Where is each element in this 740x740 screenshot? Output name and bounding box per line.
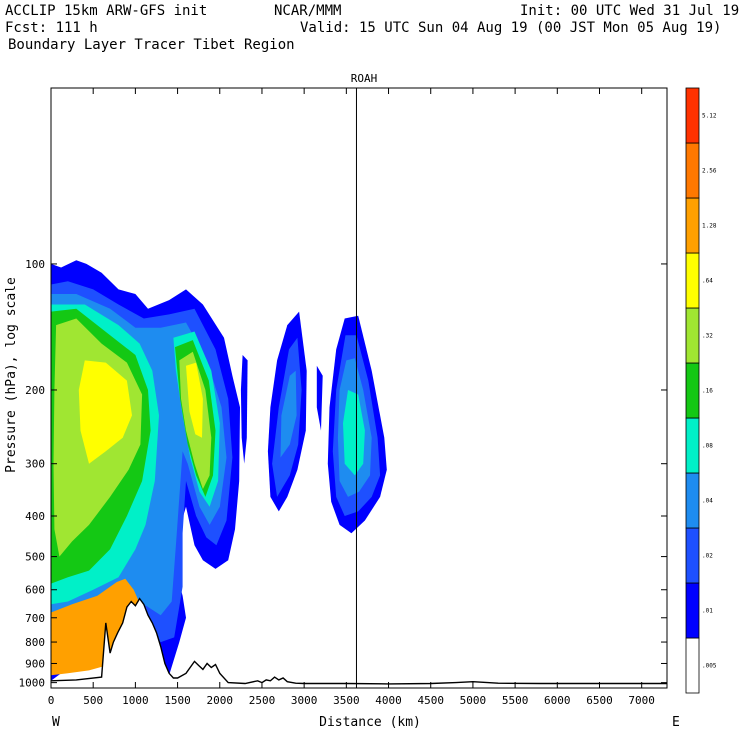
x-tick-label: 5000: [460, 694, 487, 707]
colorbar-swatch: [685, 197, 700, 254]
y-tick-label: 900: [25, 657, 45, 670]
x-tick-label: 500: [83, 694, 103, 707]
colorbar-label: .02: [702, 553, 713, 560]
forecast-hour-label: Fcst: 111 h: [5, 20, 98, 36]
plot-frame: [50, 87, 668, 689]
colorbar-label: .08: [702, 443, 713, 450]
x-tick-label: 2000: [207, 694, 234, 707]
colorbar-swatch: [685, 527, 700, 584]
valid-time-label: Valid: 15 UTC Sun 04 Aug 19 (00 JST Mon …: [300, 20, 722, 36]
x-axis-label: Distance (km): [319, 715, 421, 730]
colorbar-label: .16: [702, 388, 713, 395]
colorbar-swatch: [685, 142, 700, 199]
y-tick-label: 300: [25, 458, 45, 471]
terrain-line: [50, 597, 667, 685]
tracer-contour-.08: [343, 390, 365, 476]
tracer-contour-.04: [280, 370, 297, 458]
tracer-contour-.01: [240, 355, 248, 464]
y-tick-label: 1000: [19, 677, 46, 690]
colorbar-label: 1.28: [702, 223, 717, 230]
y-tick-label: 500: [25, 551, 45, 564]
colorbar-swatch: [685, 362, 700, 419]
y-axis-label: Pressure (hPa), log scale: [4, 277, 19, 473]
x-tick-label: 1500: [164, 694, 191, 707]
y-tick-label: 200: [25, 384, 45, 397]
x-tick-label: 3500: [333, 694, 360, 707]
y-tick-label: 700: [25, 612, 45, 625]
tracer-contour-.64: [78, 360, 132, 464]
colorbar-label: .005: [702, 663, 717, 670]
colorbar-label: 5.12: [702, 113, 717, 120]
x-tick-label: 0: [48, 694, 55, 707]
colorbar-label: .64: [702, 278, 713, 285]
y-tick-label: 800: [25, 636, 45, 649]
x-tick-label: 4000: [375, 694, 402, 707]
terrain-profile: [50, 597, 667, 688]
y-tick-label: 100: [25, 258, 45, 271]
x-axis: 0 500 1000 1500 2000 2500 3000 3500 4000 4500 5000…: [48, 88, 655, 707]
x-tick-label: 3000: [291, 694, 318, 707]
colorbar-label: 2.56: [702, 168, 717, 175]
colorbar-swatch: [685, 87, 700, 144]
x-tick-label: 4500: [417, 694, 444, 707]
x-tick-label: 7000: [628, 694, 655, 707]
chart-title: ROAH: [351, 72, 378, 85]
colorbar-swatch: [685, 472, 700, 529]
x-tick-label: 6500: [586, 694, 613, 707]
x-tick-label: 6000: [544, 694, 571, 707]
colorbar-swatch: [685, 252, 700, 309]
colorbar-label: .32: [702, 333, 713, 340]
tracer-contour-.64: [186, 362, 203, 438]
y-axis: 100 200 300 400 500 600 700 800 900 1000: [19, 258, 667, 690]
y-tick-label: 600: [25, 584, 45, 597]
colorbar-label: .04: [702, 498, 713, 505]
colorbar-label: .01: [702, 608, 713, 615]
terrain-fill: [51, 598, 667, 688]
y-tick-label: 400: [25, 510, 45, 523]
colorbar-swatch: [685, 417, 700, 474]
x-tick-label: 5500: [502, 694, 529, 707]
colorbar-swatch: [685, 637, 700, 694]
init-time-label: Init: 00 UTC Wed 31 Jul 19: [520, 3, 740, 19]
x-tick-label: 1000: [122, 694, 149, 707]
organization-label: NCAR/MMM: [274, 3, 342, 19]
colorbar-swatch: [685, 582, 700, 639]
colorbar: .005 .01 .02 .04 .08 .16 .32 .64 1.28 2.56 5.12: [685, 87, 717, 694]
tracer-contour-.01: [316, 365, 323, 431]
tracer-plumes: [51, 260, 387, 681]
west-endpoint-label: W: [52, 715, 60, 730]
colorbar-swatch: [685, 307, 700, 364]
model-title: ACCLIP 15km ARW-GFS init: [5, 3, 208, 19]
east-endpoint-label: E: [672, 715, 680, 730]
field-description: Boundary Layer Tracer Tibet Region: [8, 37, 295, 53]
x-tick-label: 2500: [249, 694, 276, 707]
